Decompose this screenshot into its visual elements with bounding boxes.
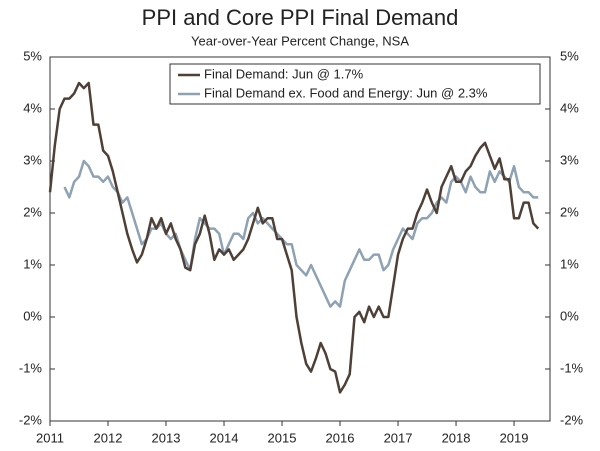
x-tick-label: 2013 — [152, 430, 181, 445]
legend-box — [169, 63, 541, 105]
chart-title: PPI and Core PPI Final Demand — [142, 5, 459, 30]
y2-tick-label: 0% — [560, 308, 579, 323]
y2-tick-label: 3% — [560, 152, 579, 167]
x-tick-label: 2012 — [94, 430, 123, 445]
x-tick-label: 2016 — [326, 430, 355, 445]
y-tick-label: -2% — [19, 412, 43, 427]
y2-tick-label: 2% — [560, 204, 579, 219]
x-tick-label: 2014 — [210, 430, 239, 445]
y2-tick-label: 4% — [560, 100, 579, 115]
y-tick-label: 2% — [23, 204, 42, 219]
series-line — [63, 159, 539, 308]
y-tick-label: 5% — [23, 48, 42, 63]
series-line — [48, 81, 540, 394]
y-tick-label: 3% — [23, 152, 42, 167]
plot-frame — [49, 56, 551, 422]
y2-tick-label: -2% — [560, 412, 584, 427]
x-tick-label: 2015 — [268, 430, 297, 445]
y-tick-label: 0% — [23, 308, 42, 323]
y2-tick-label: 5% — [560, 48, 579, 63]
y2-tick-label: -1% — [560, 360, 584, 375]
y-tick-label: 4% — [23, 100, 42, 115]
x-tick-label: 2017 — [384, 430, 413, 445]
x-tick-label: 2019 — [500, 430, 529, 445]
y2-tick-label: 1% — [560, 256, 579, 271]
y-tick-label: 1% — [23, 256, 42, 271]
chart-subtitle: Year-over-Year Percent Change, NSA — [191, 33, 409, 48]
x-tick-label: 2011 — [36, 430, 64, 445]
x-tick-label: 2018 — [442, 430, 471, 445]
legend-label: Final Demand: Jun @ 1.7% — [204, 66, 364, 81]
legend-label: Final Demand ex. Food and Energy: Jun @ … — [204, 85, 488, 100]
y-tick-label: -1% — [19, 360, 43, 375]
